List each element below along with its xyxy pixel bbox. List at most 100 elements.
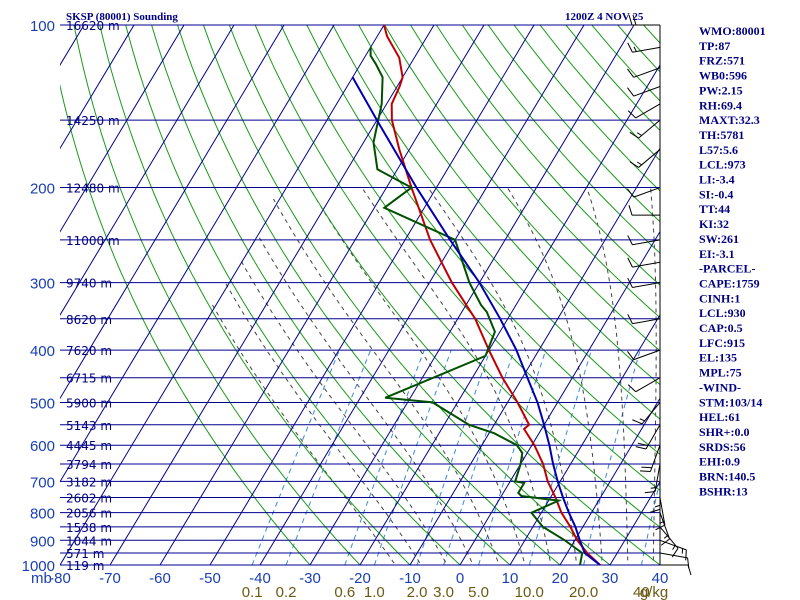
height-label: 2056 m <box>66 507 112 521</box>
wind-barb-staff <box>638 149 661 168</box>
parcel-point <box>543 424 545 426</box>
wind-barb-flag <box>637 442 649 447</box>
pressure-label: 300 <box>30 276 55 293</box>
wind-barb <box>632 402 661 425</box>
wind-barb-staff <box>659 526 679 549</box>
wind-barb-staff <box>635 103 661 119</box>
isotherm-line <box>409 147 660 565</box>
parcel-point <box>574 526 577 528</box>
temperature-point <box>554 496 557 499</box>
parcel-point <box>478 282 480 284</box>
wind-barb-flag <box>627 384 637 393</box>
wind-barb-staff <box>633 349 661 361</box>
parcel-point <box>499 318 501 320</box>
dry-adiabat-line <box>228 25 660 565</box>
dewpoint-point <box>376 168 378 170</box>
isotherm-line <box>60 25 235 316</box>
parcel-point <box>599 564 601 565</box>
height-label: 119 m <box>66 559 104 573</box>
index-text: SI:-0.4 <box>699 187 733 201</box>
temperature-point <box>474 318 476 320</box>
dewpoint-point <box>468 282 470 284</box>
temperature-label: -80 <box>49 570 71 587</box>
temperature-point <box>542 463 544 465</box>
height-label: 6715 m <box>66 372 112 386</box>
dry-adiabat-line <box>591 25 660 102</box>
height-label: 9740 m <box>66 277 112 291</box>
height-labels: 16620 m 14250 m 12480 m 11000 m 9740 m 8620 m… <box>66 19 120 573</box>
wind-barb <box>659 552 690 569</box>
wind-barb-flag <box>627 277 633 288</box>
wind-barb-staff <box>632 46 661 53</box>
temperature-point <box>429 239 431 241</box>
dry-adiabat-line <box>280 25 660 492</box>
isotherm-line <box>60 25 385 565</box>
isobars <box>60 24 660 566</box>
pressure-label: 600 <box>30 438 55 455</box>
dewpoint-point <box>486 311 488 313</box>
wind-barb-flag <box>685 549 687 561</box>
height-label: 4445 m <box>66 439 112 453</box>
dewpoint-point <box>544 506 546 508</box>
mixing-ratio-label: 20.0 <box>569 584 598 600</box>
index-text: MAXT:32.3 <box>699 113 760 127</box>
height-label: 1044 m <box>66 534 112 548</box>
temperature-point <box>399 85 401 88</box>
dry-adiabat-line <box>125 25 461 565</box>
dry-adiabat-line <box>358 25 660 386</box>
wind-barb <box>639 445 661 473</box>
wind-barb-half <box>654 504 661 508</box>
wind-barb <box>627 314 661 325</box>
mixing-ratio-line <box>373 349 452 565</box>
parcel-point <box>352 76 354 78</box>
dewpoint-point <box>410 187 413 189</box>
wind-barb <box>629 119 661 139</box>
dewpoint-point <box>520 463 522 465</box>
height-label: 2602 m <box>66 492 112 506</box>
temperature-point <box>386 35 388 38</box>
moist-adiabat-line <box>308 187 526 565</box>
dewpoint-point <box>480 304 482 306</box>
isotherm-line <box>60 25 185 233</box>
parcel-point <box>415 187 418 189</box>
moist-adiabat-line <box>273 198 500 565</box>
wind-barb-flag <box>627 68 635 78</box>
dewpoint-point <box>542 526 544 528</box>
isotherm-line <box>259 25 585 565</box>
height-label: 7620 m <box>66 344 112 358</box>
index-text: CAPE:1759 <box>699 276 760 290</box>
dewpoint-point <box>523 482 525 484</box>
index-text: L57:5.6 <box>699 143 738 157</box>
isotherm-line <box>60 25 135 150</box>
temperature-label: 30 <box>602 570 619 587</box>
dewpoint-point <box>520 495 523 497</box>
wind-barb <box>627 235 661 246</box>
wind-barb <box>644 463 661 494</box>
moist-adiabat-line <box>224 282 422 565</box>
index-text: CAP:0.5 <box>699 321 743 335</box>
index-text: BSHR:13 <box>699 484 748 498</box>
dewpoint-point <box>517 492 519 494</box>
wind-barb <box>628 205 660 216</box>
dry-adiabat-line <box>60 83 311 565</box>
temperature-point <box>402 76 404 78</box>
pressure-label: 100 <box>30 18 55 35</box>
index-text: RH:69.4 <box>699 98 742 112</box>
temperature-point <box>560 512 563 514</box>
dewpoint-point <box>493 432 495 434</box>
isotherm-line <box>309 25 635 565</box>
dewpoint-point <box>370 55 372 57</box>
temperature-point <box>586 552 588 554</box>
temperature-label: -20 <box>349 570 371 587</box>
temperature-label: -40 <box>249 570 271 587</box>
wind-barb <box>659 539 687 561</box>
wind-barb <box>627 349 661 361</box>
temperature-label: 0 <box>456 570 464 587</box>
wind-barb-staff <box>641 402 661 425</box>
parcel-point <box>376 119 378 121</box>
height-label: 5900 m <box>66 396 112 410</box>
wind-barb-staff <box>659 539 687 551</box>
pressure-label: 400 <box>30 343 55 360</box>
index-text: PW:2.15 <box>699 83 743 97</box>
isotherm-line <box>0 25 34 565</box>
